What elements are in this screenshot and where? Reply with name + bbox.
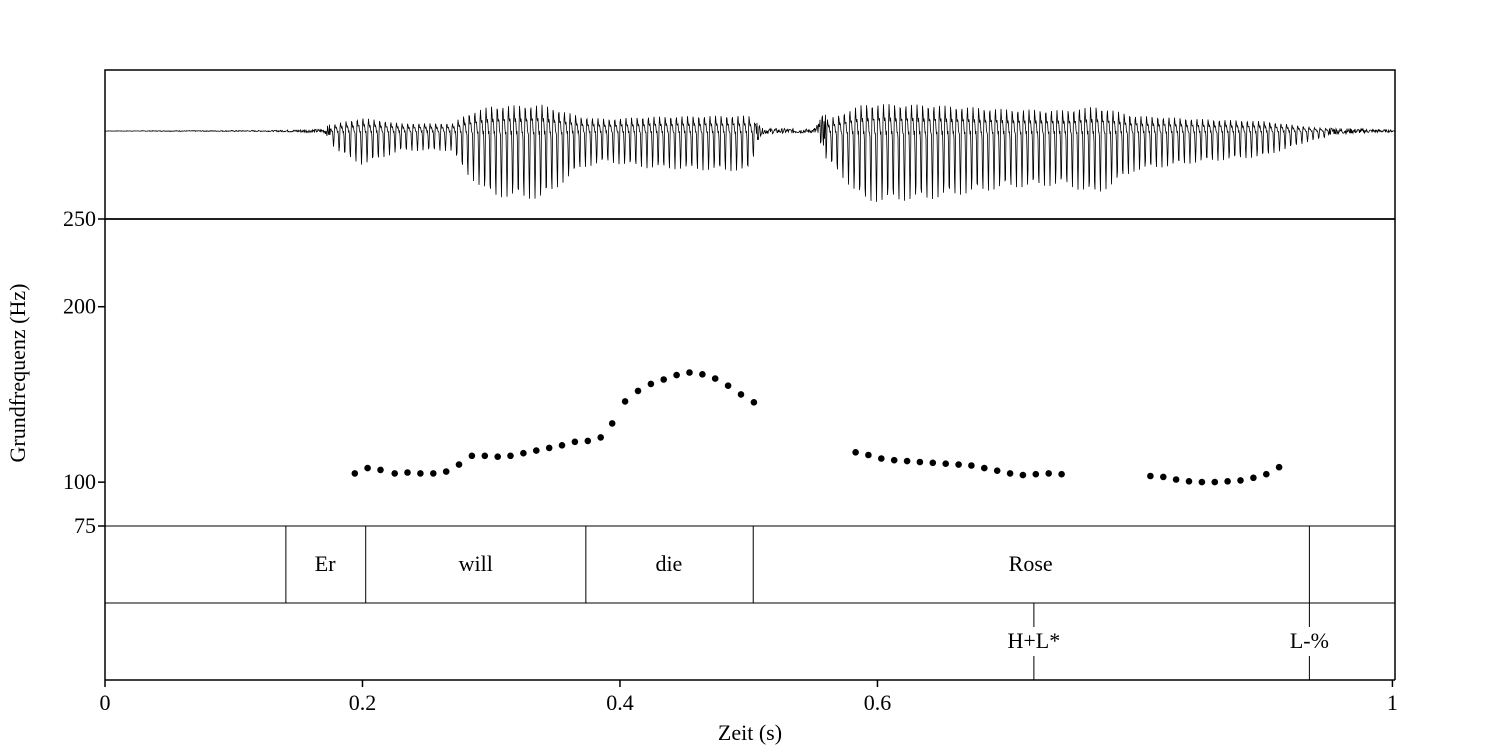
pitch-point [351,470,359,477]
pitch-point [878,455,885,462]
word-label: Rose [1009,551,1053,576]
pitch-point [852,449,859,456]
pitch-point [507,452,514,460]
pitch-point [584,437,592,445]
word-label: will [459,551,493,576]
word-boundaries [285,526,1310,603]
pitch-point [455,461,463,468]
pitch-point [417,470,424,477]
pitch-point [1172,476,1180,483]
y-axis-title: Grundfrequenz (Hz) [5,284,30,463]
x-tick-label: 0.4 [606,690,634,715]
pitch-point [955,461,962,468]
pitch-point [1211,478,1219,486]
y-axis: 250 200 100 75 [63,206,105,538]
y-tick-label: 200 [63,294,96,319]
pitch-point [1263,470,1270,478]
pitch-point [391,470,399,477]
pitch-points [351,369,1283,486]
pitch-point [942,460,949,468]
pitch-point [1147,472,1154,480]
pitch-point [404,469,411,476]
word-tier: Er will die Rose [104,525,1396,604]
pitch-point [916,458,924,466]
pitch-point [571,438,579,446]
pitch-point [686,369,693,376]
pitch-point [481,452,489,460]
pitch-point [377,466,384,474]
pitch-point [1250,474,1257,482]
pitch-point [865,451,872,459]
word-label: Er [315,551,336,576]
x-tick-label: 0.2 [349,690,377,715]
pitch-point [968,462,975,469]
word-labels: Er will die Rose [315,551,1053,576]
y-tick-label: 250 [63,206,96,231]
tone-marks: H+L* L-% [1008,603,1329,680]
pitch-point [711,375,719,382]
pitch-point [750,399,758,406]
pitch-point [929,459,937,467]
pitch-point [1006,470,1014,477]
pitch-point [903,457,911,465]
waveform-trace [105,104,1396,202]
pitch-point [634,387,642,395]
x-axis-title: Zeit (s) [718,720,782,745]
y-tick-label: 75 [74,513,96,538]
pitch-panel [104,218,1396,526]
pitch-point [533,447,540,454]
pitch-point [364,464,371,472]
pitch-point [520,449,527,457]
waveform-panel [104,69,1396,220]
pitch-point [1224,478,1231,485]
pitch-point [468,452,476,460]
pitch-point [1237,477,1244,484]
pitch-point [993,467,1001,475]
pitch-point [621,398,629,405]
x-tick-label: 0 [100,690,111,715]
pitch-point [1160,473,1167,481]
pitch-point [430,470,437,477]
pitch-point [647,380,655,388]
x-axis: 0 0.2 0.4 0.6 1 [100,680,1398,715]
pitch-point [597,434,604,441]
pitch-point [1032,470,1040,478]
pitch-point [1185,478,1193,485]
pitch-point [558,442,566,449]
pitch-point [1019,471,1027,479]
pitch-point [1198,478,1206,486]
pitch-point [737,391,745,398]
pitch-point [673,371,680,379]
pitch-point [1045,470,1052,477]
tone-label: L-% [1290,628,1329,653]
x-tick-label: 1 [1387,690,1398,715]
tone-label: H+L* [1008,628,1061,653]
pitch-point [890,456,898,464]
pitch-point [1275,463,1283,471]
pitch-point [494,453,502,461]
pitch-point [545,444,553,452]
x-tick-label: 0.6 [864,690,892,715]
pitch-point [699,371,706,378]
pitch-point [724,382,732,390]
pitch-point [981,464,988,472]
pitch-point [608,420,616,427]
pitch-point [442,468,450,475]
pitch-point [660,376,667,383]
pitch-point [1058,470,1065,478]
word-label: die [655,551,682,576]
y-tick-label: 100 [63,469,96,494]
tone-tier: H+L* L-% [104,603,1396,681]
